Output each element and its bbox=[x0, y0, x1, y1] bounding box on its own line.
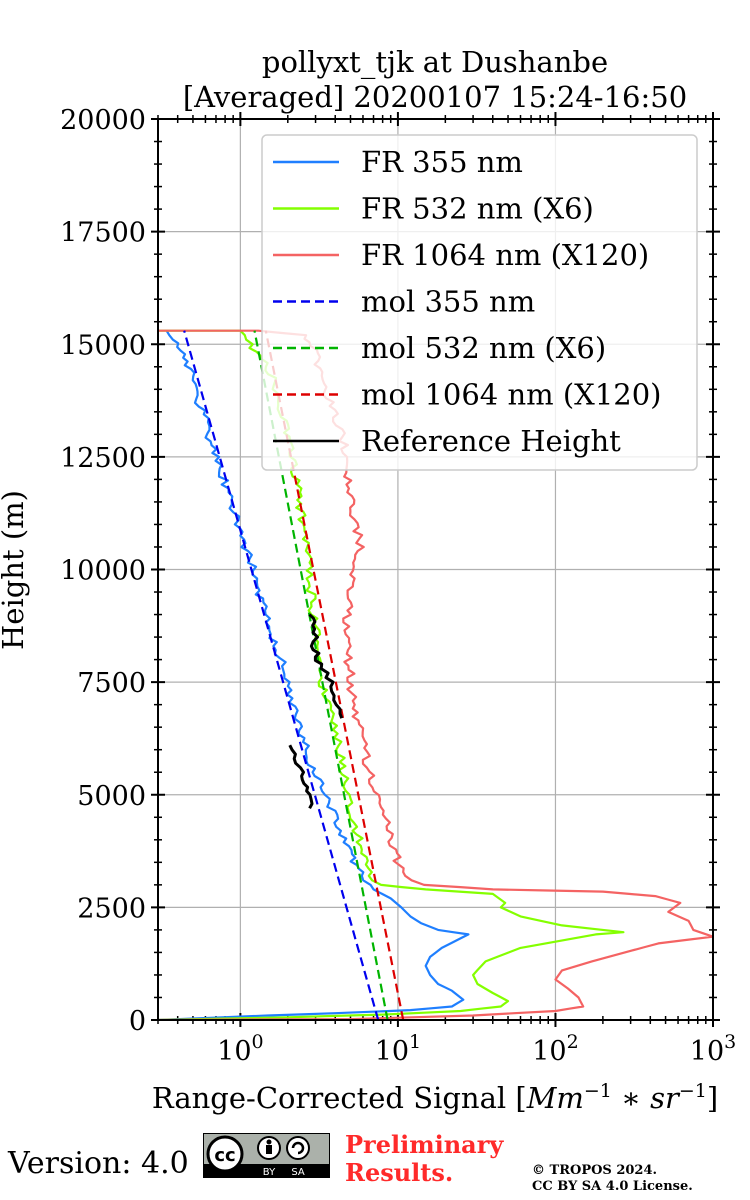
cc-icon-text: cc bbox=[214, 1145, 235, 1166]
x-tick-label: 103 bbox=[690, 1031, 736, 1067]
series-mol-355-nm bbox=[183, 330, 380, 1020]
legend-label: FR 1064 nm (X120) bbox=[361, 238, 649, 272]
legend-label: FR 355 nm bbox=[361, 145, 523, 179]
series-mol-1064-nm-x120 bbox=[264, 330, 405, 1020]
x-tick-label: 101 bbox=[375, 1031, 421, 1067]
badge-by-text: BY bbox=[263, 1167, 276, 1178]
cc-by-sa-badge: cc BY SA bbox=[203, 1133, 330, 1178]
legend-label: mol 355 nm bbox=[361, 285, 535, 319]
y-tick-label: 0 bbox=[129, 1006, 146, 1037]
tick-labels: 0 2500 5000 7500 10000 12500 15000 17500 20000 10… bbox=[60, 105, 736, 1067]
preliminary-results-note: Preliminary Results. bbox=[345, 1131, 503, 1187]
y-tick-label: 17500 bbox=[60, 218, 146, 249]
sa-share-icon bbox=[286, 1136, 310, 1160]
y-axis-label: Height (m) bbox=[0, 490, 30, 650]
y-tick-label: 5000 bbox=[77, 781, 146, 812]
y-tick-label: 12500 bbox=[60, 443, 146, 474]
y-tick-label: 7500 bbox=[77, 668, 146, 699]
legend-label: Reference Height bbox=[361, 424, 621, 458]
copyright-line1: © TROPOS 2024. bbox=[532, 1163, 658, 1178]
chart-title-line1: pollyxt_tjk at Dushanbe bbox=[262, 45, 608, 80]
y-tick-label: 2500 bbox=[77, 893, 146, 924]
series-fr-355-nm bbox=[158, 330, 470, 1020]
y-tick-label: 15000 bbox=[60, 330, 146, 361]
legend: FR 355 nm FR 532 nm (X6) FR 1064 nm (X120)… bbox=[261, 134, 698, 471]
badge-sa-text: SA bbox=[291, 1167, 305, 1178]
chart-title-line2: [Averaged] 20200107 15:24-16:50 bbox=[183, 80, 687, 114]
legend-box bbox=[261, 134, 698, 471]
y-tick-label: 20000 bbox=[60, 105, 146, 136]
version-label: Version: 4.0 bbox=[8, 1146, 189, 1181]
x-axis-label: Range-Corrected Signal [Mm−1 ∗ sr−1] bbox=[152, 1080, 718, 1115]
series-mol-532-nm-x6 bbox=[253, 330, 389, 1020]
x-tick-label: 100 bbox=[217, 1031, 263, 1067]
legend-label: mol 1064 nm (X120) bbox=[361, 378, 662, 412]
copyright-line2: CC BY SA 4.0 License. bbox=[532, 1179, 693, 1194]
copyright-note: © TROPOS 2024. CC BY SA 4.0 License. bbox=[532, 1163, 693, 1195]
series-reference-height bbox=[288, 744, 314, 810]
y-tick-label: 10000 bbox=[60, 556, 146, 587]
x-tick-label: 102 bbox=[532, 1031, 578, 1067]
series-reference-height bbox=[308, 613, 344, 719]
cc-icon bbox=[206, 1135, 244, 1173]
legend-label: FR 532 nm (X6) bbox=[361, 192, 594, 226]
preliminary-line2: Results. bbox=[345, 1158, 454, 1187]
preliminary-line1: Preliminary bbox=[345, 1130, 504, 1159]
plot-frame bbox=[157, 118, 714, 1021]
legend-label: mol 532 nm (X6) bbox=[361, 331, 606, 365]
